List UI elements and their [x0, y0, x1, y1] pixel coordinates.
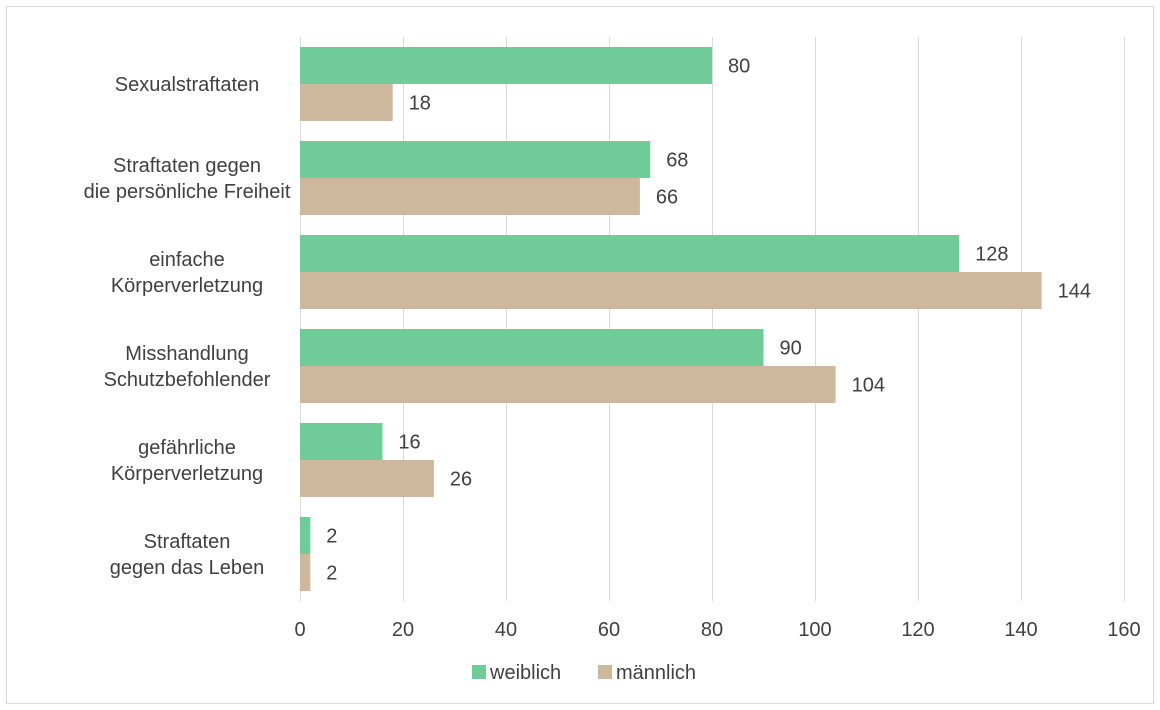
bar-männlich-3: [300, 366, 836, 403]
x-axis-ticks: 0 20 40 60 80 100 120 140 160: [294, 619, 1140, 641]
bar-weiblich-3: [300, 329, 764, 366]
bar-männlich-2: [300, 272, 1042, 309]
data-label-männlich-4: 26: [450, 469, 472, 491]
data-label-männlich-0: 18: [409, 93, 431, 115]
bar-weiblich-1: [300, 141, 651, 178]
x-tick-label-80: 80: [701, 619, 723, 641]
bar-männlich-0: [300, 84, 393, 121]
category-label-4-1: Körperverletzung: [111, 463, 263, 485]
category-label-1-0: Straftaten gegen: [113, 155, 261, 177]
bar-männlich-1: [300, 178, 640, 215]
data-label-weiblich-3: 90: [780, 338, 802, 360]
data-label-männlich-1: 66: [656, 187, 678, 209]
legend-swatch-männlich: [598, 665, 612, 679]
bar-weiblich-0: [300, 47, 712, 84]
category-label-0-0: Sexualstraftaten: [115, 74, 260, 96]
x-tick-label-100: 100: [798, 619, 831, 641]
bar-männlich-4: [300, 460, 434, 497]
data-label-weiblich-0: 80: [728, 56, 750, 78]
x-tick-label-20: 20: [392, 619, 414, 641]
bar-weiblich-4: [300, 423, 383, 460]
legend-label-männlich: männlich: [616, 662, 696, 684]
bar-männlich-5: [300, 554, 311, 591]
x-tick-label-60: 60: [598, 619, 620, 641]
data-labels: 80 18 68 66 128 144 90 104 16 26 2 2: [326, 56, 1091, 585]
category-label-2-1: Körperverletzung: [111, 275, 263, 297]
x-tick-label-160: 160: [1107, 619, 1140, 641]
category-label-4-0: gefährliche: [138, 437, 236, 459]
bars: [300, 47, 1042, 591]
x-tick-label-120: 120: [901, 619, 934, 641]
data-label-männlich-5: 2: [326, 563, 337, 585]
category-label-2-0: einfache: [149, 249, 225, 271]
legend: weiblich männlich: [472, 662, 696, 684]
category-labels: Sexualstraftaten Straftaten gegen die pers…: [84, 74, 291, 579]
category-label-5-1: gegen das Leben: [110, 557, 265, 579]
category-label-3-1: Schutzbefohlender: [104, 369, 271, 391]
data-label-weiblich-5: 2: [326, 526, 337, 548]
bar-weiblich-2: [300, 235, 960, 272]
x-tick-label-0: 0: [294, 619, 305, 641]
x-tick-label-140: 140: [1004, 619, 1037, 641]
x-tick-label-40: 40: [495, 619, 517, 641]
data-label-weiblich-1: 68: [666, 150, 688, 172]
category-label-3-0: Misshandlung: [125, 343, 248, 365]
gridlines: [300, 37, 1125, 601]
data-label-weiblich-2: 128: [975, 244, 1008, 266]
legend-swatch-weiblich: [472, 665, 486, 679]
category-label-5-0: Straftaten: [144, 531, 231, 553]
data-label-männlich-3: 104: [852, 375, 885, 397]
legend-label-weiblich: weiblich: [489, 662, 561, 684]
data-label-weiblich-4: 16: [398, 432, 420, 454]
category-label-1-1: die persönliche Freiheit: [84, 181, 291, 203]
bar-weiblich-5: [300, 517, 311, 554]
data-label-männlich-2: 144: [1058, 281, 1091, 303]
